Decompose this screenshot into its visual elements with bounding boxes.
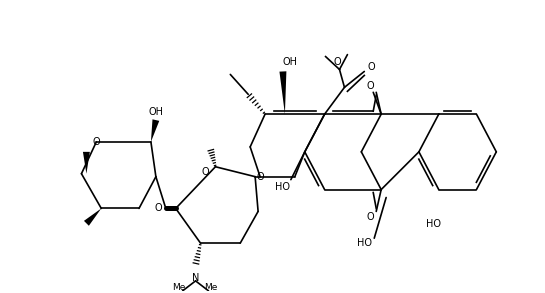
Text: O: O: [154, 203, 162, 213]
Polygon shape: [151, 119, 159, 142]
Text: O: O: [93, 137, 100, 147]
Text: OH: OH: [282, 57, 298, 67]
Text: O: O: [367, 62, 375, 72]
Text: OH: OH: [148, 107, 164, 117]
Polygon shape: [280, 71, 286, 114]
Text: HO: HO: [357, 238, 372, 248]
Polygon shape: [83, 152, 90, 174]
Text: O: O: [366, 212, 374, 222]
Text: HO: HO: [426, 219, 441, 229]
Text: HO: HO: [275, 182, 290, 192]
Text: O: O: [202, 167, 209, 177]
Polygon shape: [84, 208, 101, 226]
Text: N: N: [192, 273, 199, 283]
Text: O: O: [257, 172, 264, 182]
Text: Me: Me: [204, 283, 217, 292]
Text: O: O: [334, 57, 341, 67]
Text: Me: Me: [172, 283, 185, 292]
Text: O: O: [366, 81, 374, 91]
